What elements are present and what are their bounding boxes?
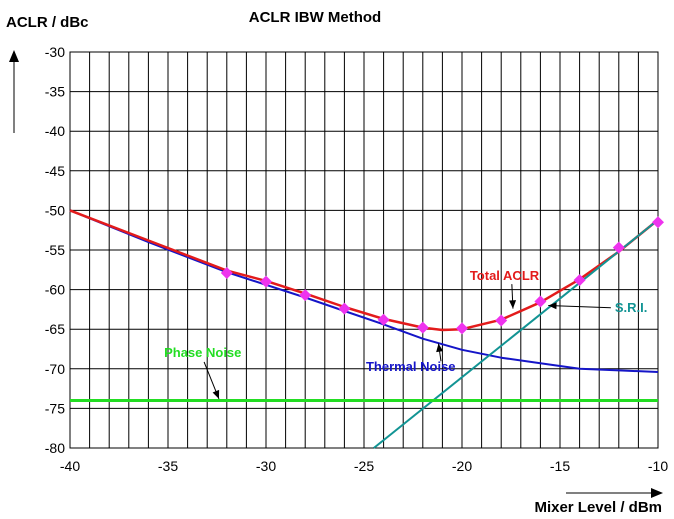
x-tick-label: -20: [452, 458, 472, 474]
y-axis-label: ACLR / dBc: [6, 14, 89, 31]
data-marker: [456, 322, 468, 335]
data-marker: [260, 275, 272, 288]
x-tick-label: -10: [648, 458, 668, 474]
data-marker: [416, 321, 429, 334]
grid: [69, 51, 659, 449]
data-marker: [338, 302, 351, 315]
annotation-arrowhead: [436, 343, 444, 353]
annotation-arrowhead: [509, 300, 517, 309]
annotation-label: Total ACLR: [470, 268, 540, 283]
tick-labels: -40 -35 -30 -25 -20 -15 -10 -30 -35 -40 -45 -50 -55 -…: [45, 44, 669, 474]
y-tick-label: -65: [45, 321, 65, 337]
x-tick-label: -30: [256, 458, 276, 474]
annotation-label: S.R.I.: [615, 300, 648, 315]
annotation-label: Phase Noise: [164, 345, 241, 360]
annotations: Total ACLR S.R.I. Thermal Noise Phase Noise: [164, 268, 648, 400]
data-marker: [377, 313, 390, 326]
annotation-arrowhead: [548, 302, 557, 310]
data-marker: [573, 274, 586, 287]
data-marker: [299, 289, 312, 302]
y-tick-label: -60: [45, 282, 65, 298]
chart-title: ACLR IBW Method: [249, 9, 381, 26]
x-axis-label: Mixer Level / dBm: [534, 499, 662, 516]
data-marker: [534, 295, 547, 308]
y-tick-label: -40: [45, 123, 65, 139]
x-tick-label: -25: [354, 458, 374, 474]
y-tick-label: -45: [45, 163, 65, 179]
x-tick-label: -15: [550, 458, 570, 474]
annotation-pointer: [548, 304, 611, 309]
data-marker: [220, 266, 233, 279]
x-axis-arrow-head: [651, 488, 663, 498]
data-marker: [612, 241, 625, 254]
annotation-label: Thermal Noise: [366, 359, 456, 374]
y-tick-label: -75: [45, 400, 65, 416]
data-marker: [652, 216, 664, 229]
y-tick-label: -55: [45, 242, 65, 258]
y-tick-label: -70: [45, 361, 65, 377]
annotation-arrowhead: [212, 389, 220, 399]
series-line-s-r-i: [373, 219, 659, 449]
x-tick-label: -35: [158, 458, 178, 474]
y-tick-label: -50: [45, 202, 65, 218]
x-tick-label: -40: [60, 458, 80, 474]
y-tick-label: -30: [45, 44, 65, 60]
data-marker: [495, 314, 508, 327]
data-markers: [220, 216, 664, 335]
y-tick-label: -35: [45, 84, 65, 100]
y-tick-label: -80: [45, 440, 65, 456]
y-axis-arrow-head: [9, 50, 19, 62]
